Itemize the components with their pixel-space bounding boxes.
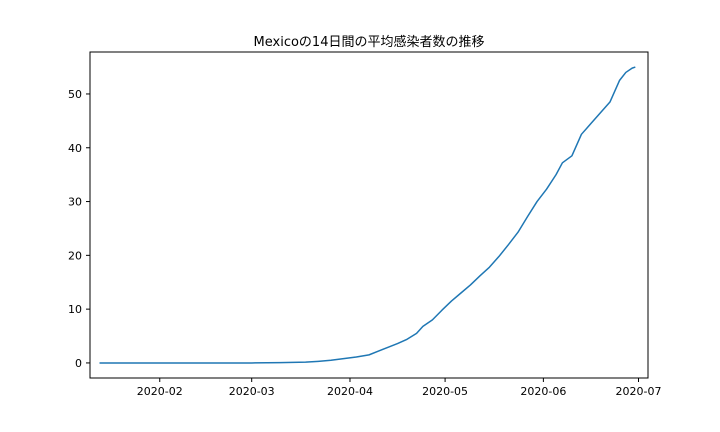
y-tick-label: 50	[68, 88, 82, 101]
chart-title: Mexicoの14日間の平均感染者数の推移	[254, 34, 485, 50]
x-tick-label: 2020-04	[327, 385, 373, 398]
x-tick-label: 2020-07	[616, 385, 662, 398]
x-tick-label: 2020-06	[520, 385, 566, 398]
line-layer	[99, 66, 636, 364]
x-tick-label: 2020-03	[229, 385, 275, 398]
plot-frame	[89, 51, 649, 379]
x-tick-label: 2020-02	[137, 385, 183, 398]
x-axis: 2020-02 2020-03 2020-04 2020-05 2020-06 2020-…	[137, 378, 662, 398]
y-tick-label: 10	[68, 303, 82, 316]
y-tick-label: 0	[75, 357, 82, 370]
y-tick-label: 20	[68, 249, 82, 262]
y-tick-label: 40	[68, 142, 82, 155]
series-line	[99, 66, 636, 364]
y-tick-label: 30	[68, 196, 82, 209]
y-axis: 0 10 20 30 40 50	[68, 88, 90, 370]
x-tick-label: 2020-05	[422, 385, 468, 398]
